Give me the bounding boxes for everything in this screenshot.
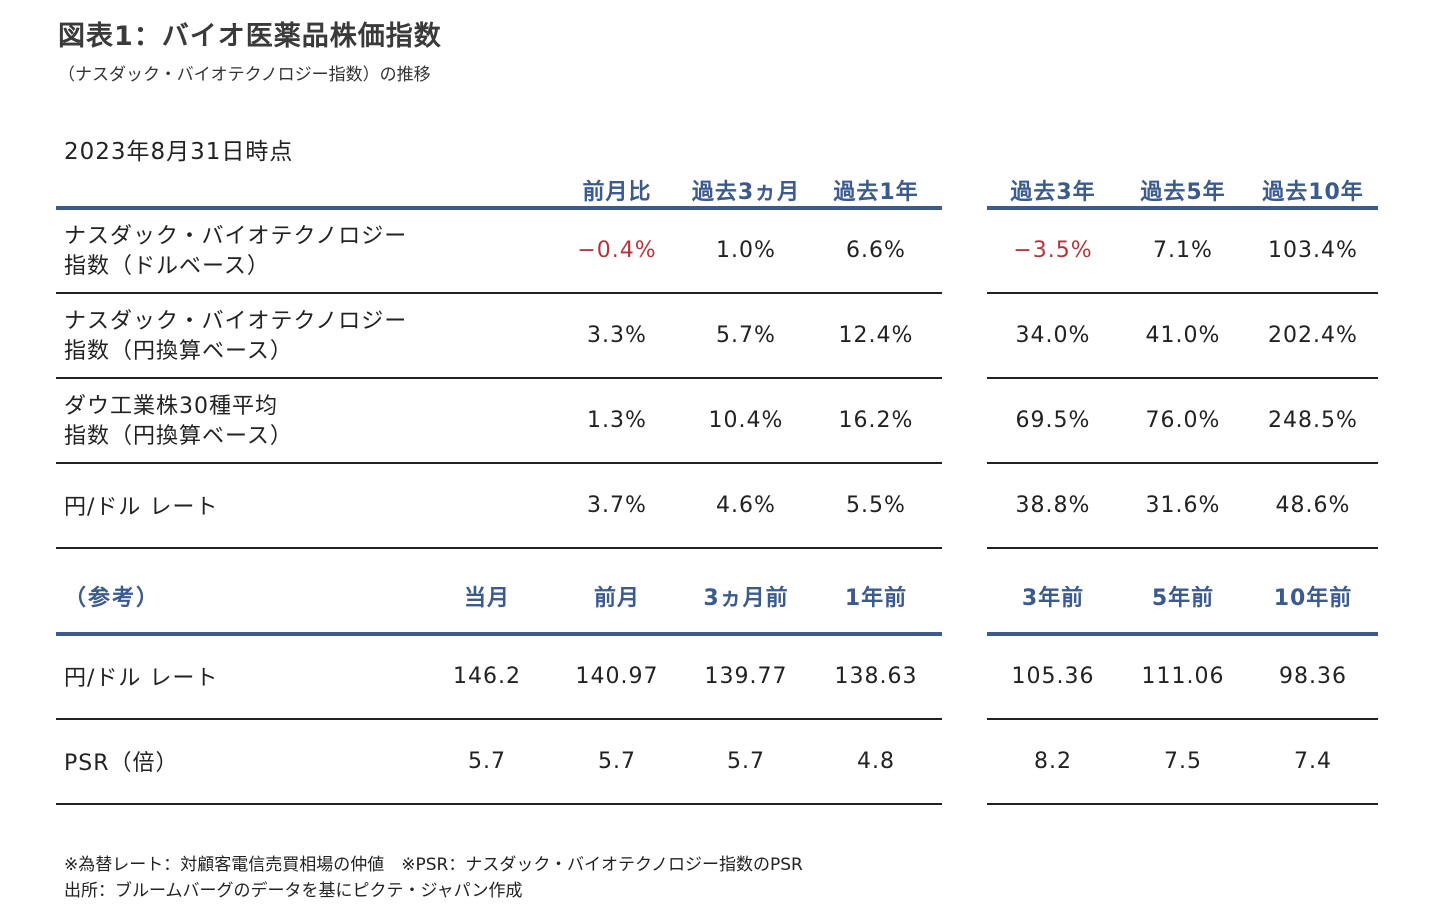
row-divider [56,803,942,805]
table-cell: 31.6% [1145,493,1221,518]
col-header-1y: 過去1年 [833,180,919,205]
col-header-10y-ago: 10年前 [1273,586,1353,611]
table-cell: 5.7 [727,749,765,774]
row-label: 円/ドル レート [64,666,219,691]
table-cell: 7.5 [1164,749,1202,774]
header-rule-right [987,632,1378,636]
as-of-date: 2023年8月31日時点 [64,139,294,165]
col-header-3m-ago: 3ヵ月前 [703,586,789,611]
table-cell: 34.0% [1015,323,1091,348]
table-cell: 105.36 [1011,664,1095,689]
col-header-5y-ago: 5年前 [1151,586,1215,611]
table-cell: 76.0% [1145,408,1221,433]
table-cell: 6.6% [846,238,906,263]
table-cell: 7.1% [1153,238,1213,263]
table-cell: 41.0% [1145,323,1221,348]
table-cell: 38.8% [1015,493,1091,518]
table-cell: 139.77 [704,664,788,689]
table-cell: 8.2 [1034,749,1072,774]
table-cell: 10.4% [708,408,784,433]
table-cell: 3.3% [587,323,647,348]
row-divider [56,462,942,464]
table-cell: 248.5% [1268,408,1358,433]
table-cell: 4.8 [857,749,895,774]
footnote: ※為替レート：対顧客電信売買相場の仲値 ※PSR：ナスダック・バイオテクノロジー… [64,855,803,875]
row-divider [987,547,1378,549]
col-header-3y-ago: 3年前 [1021,586,1085,611]
row-label: 円/ドル レート [64,495,219,520]
table-cell: 5.7% [716,323,776,348]
row-divider [56,718,942,720]
col-header-current: 当月 [463,586,510,611]
table-cell: 202.4% [1268,323,1358,348]
table-cell: 1.0% [716,238,776,263]
row-divider [56,292,942,294]
row-divider [56,547,942,549]
header-rule-left [56,206,942,210]
table-cell: 7.4 [1294,749,1332,774]
row-label: ダウ工業株30種平均 指数（円換算ベース） [64,394,293,449]
table-cell: 5.7 [468,749,506,774]
row-label: ナスダック・バイオテクノロジー 指数（円換算ベース） [64,309,408,364]
table-cell: 138.63 [834,664,918,689]
col-header-1m: 前月比 [582,180,652,205]
table-cell: 16.2% [838,408,914,433]
page-title: 図表1：バイオ医薬品株価指数 [58,21,442,52]
row-label: PSR（倍） [64,751,179,776]
table-cell: 103.4% [1268,238,1358,263]
source-note: 出所：ブルームバーグのデータを基にピクテ・ジャパン作成 [64,881,523,901]
table-cell: −3.5% [1013,238,1093,263]
table-cell: 1.3% [587,408,647,433]
table-cell: 111.06 [1141,664,1225,689]
table-cell: 69.5% [1015,408,1091,433]
table-cell: 98.36 [1279,664,1347,689]
reference-label: （参考） [64,586,161,611]
table-cell: 5.7 [598,749,636,774]
row-divider [987,803,1378,805]
table-cell: 3.7% [587,493,647,518]
table-cell: 5.5% [846,493,906,518]
table-cell: 140.97 [575,664,659,689]
col-header-1y-ago: 1年前 [844,586,908,611]
row-divider [987,292,1378,294]
col-header-5y: 過去5年 [1140,180,1226,205]
row-divider [56,377,942,379]
col-header-10y: 過去10年 [1262,180,1364,205]
row-label: ナスダック・バイオテクノロジー 指数（ドルベース） [64,224,408,279]
row-divider [987,462,1378,464]
row-divider [987,718,1378,720]
table-cell: 48.6% [1275,493,1351,518]
table-cell: 4.6% [716,493,776,518]
header-rule-right [987,206,1378,210]
row-divider [987,377,1378,379]
col-header-3y: 過去3年 [1010,180,1096,205]
header-rule-left [56,632,942,636]
table-cell: 146.2 [453,664,521,689]
col-header-prev-month: 前月 [593,586,640,611]
table-cell: −0.4% [577,238,657,263]
table-cell: 12.4% [838,323,914,348]
col-header-3m: 過去3ヵ月 [691,180,801,205]
page-subtitle: （ナスダック・バイオテクノロジー指数）の推移 [58,65,431,85]
